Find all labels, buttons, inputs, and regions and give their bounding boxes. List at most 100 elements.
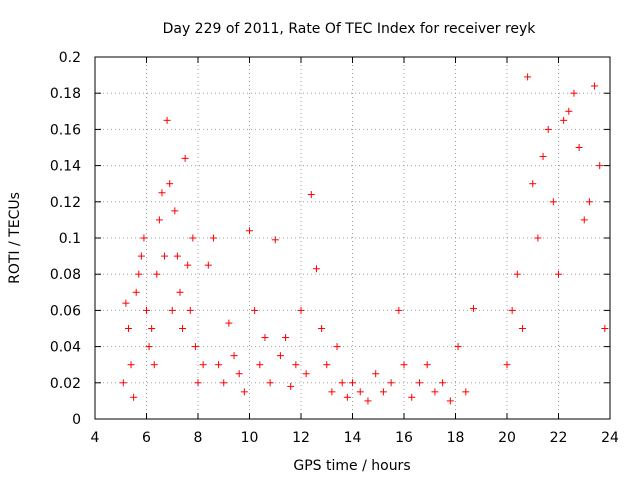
data-point	[130, 393, 138, 401]
data-point	[333, 343, 341, 351]
data-point	[312, 265, 320, 273]
x-tick-label: 8	[194, 430, 203, 446]
data-point	[560, 116, 568, 124]
data-point	[168, 306, 176, 314]
data-point	[171, 207, 179, 215]
data-point	[585, 198, 593, 206]
data-point	[503, 361, 511, 369]
data-point	[137, 252, 145, 260]
data-point	[343, 393, 351, 401]
data-point	[580, 216, 588, 224]
data-point	[408, 393, 416, 401]
x-tick-labels: 4 6 8 10 12 14 16 18 20 22 24	[91, 430, 619, 446]
y-tick-label: 0.1	[59, 231, 81, 247]
y-tick-label: 0.06	[50, 303, 81, 319]
data-point	[470, 305, 478, 313]
data-point	[364, 397, 372, 405]
data-point	[297, 306, 305, 314]
data-point	[148, 325, 156, 332]
data-point	[415, 379, 423, 387]
data-point	[318, 325, 326, 332]
data-point	[282, 334, 290, 342]
axis-ticks	[94, 56, 611, 420]
data-point	[251, 306, 259, 314]
data-point	[400, 361, 408, 369]
x-axis-label: GPS time / hours	[293, 458, 410, 474]
x-tick-label: 22	[550, 430, 568, 446]
data-point	[431, 388, 439, 396]
data-point	[166, 180, 174, 188]
data-point	[302, 370, 310, 378]
data-point	[215, 361, 223, 369]
data-point	[323, 361, 331, 369]
data-point	[176, 288, 184, 296]
data-point	[122, 299, 130, 307]
data-point	[220, 379, 228, 387]
data-point	[150, 361, 158, 369]
data-point	[119, 379, 127, 387]
x-tick-label: 10	[241, 430, 259, 446]
data-point	[132, 288, 140, 296]
data-point	[204, 261, 212, 269]
data-point	[423, 361, 431, 369]
data-point	[534, 234, 542, 242]
data-point	[140, 234, 148, 242]
data-point	[596, 162, 604, 170]
data-point	[194, 379, 202, 387]
chart-title: Day 229 of 2011, Rate Of TEC Index for r…	[163, 21, 537, 37]
data-point	[225, 319, 233, 327]
data-point	[235, 370, 243, 378]
y-tick-label: 0.08	[50, 267, 81, 283]
data-point	[179, 325, 187, 332]
data-point	[529, 180, 537, 188]
y-tick-label: 0.18	[50, 86, 81, 102]
data-point	[256, 361, 264, 369]
data-point	[261, 334, 269, 342]
data-point	[524, 73, 532, 81]
data-point	[508, 306, 516, 314]
data-point	[356, 388, 364, 396]
data-point	[287, 382, 295, 390]
data-point	[276, 352, 284, 360]
data-point	[191, 343, 199, 351]
data-point	[601, 325, 609, 332]
data-point	[387, 379, 395, 387]
data-point	[158, 189, 166, 197]
data-point	[338, 379, 346, 387]
y-axis-label: ROTI / TECUs	[7, 192, 23, 284]
x-tick-label: 14	[344, 430, 362, 446]
y-tick-label: 0.14	[50, 159, 81, 175]
data-point	[173, 252, 181, 260]
data-point	[518, 325, 526, 332]
x-tick-label: 16	[395, 430, 413, 446]
data-point	[145, 343, 153, 351]
data-point	[513, 270, 521, 278]
y-tick-label: 0	[72, 412, 81, 428]
y-tick-label: 0.12	[50, 195, 81, 211]
grid-lines	[95, 57, 610, 419]
data-point	[570, 89, 578, 97]
data-point	[143, 306, 150, 314]
y-tick-label: 0.02	[50, 376, 81, 392]
data-point	[161, 252, 169, 260]
data-point	[454, 343, 462, 351]
data-point	[565, 107, 573, 115]
y-tick-label: 0.04	[50, 340, 81, 356]
data-point	[575, 144, 583, 151]
x-tick-label: 6	[142, 430, 151, 446]
data-point	[155, 216, 163, 224]
data-point	[591, 82, 599, 90]
x-tick-label: 24	[601, 430, 619, 446]
x-tick-label: 4	[91, 430, 100, 446]
data-point	[240, 388, 248, 396]
data-point	[199, 361, 207, 369]
data-point	[544, 125, 552, 133]
data-point	[124, 325, 132, 332]
data-point	[292, 361, 300, 369]
data-point	[266, 379, 274, 387]
data-point	[246, 227, 253, 235]
data-point	[135, 270, 143, 278]
data-point	[328, 388, 336, 396]
data-point	[555, 270, 562, 278]
